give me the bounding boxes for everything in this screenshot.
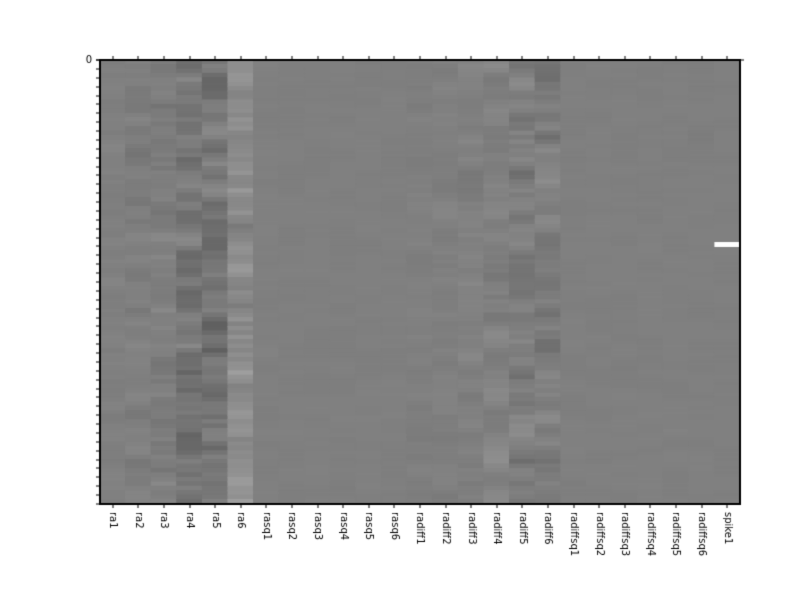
x-tick-label: spike1 (716, 512, 727, 544)
x-tick-label: radiff3 (460, 512, 471, 545)
x-tick-label: rasq2 (281, 512, 292, 540)
x-tick-label: radiffsq3 (614, 512, 625, 556)
figure: 0 ra1 ra2 ra3 ra4 ra5 ra6 rasq1 rasq2 rasq3 rasq4 r… (0, 0, 800, 600)
x-tick-label: ra2 (127, 512, 138, 529)
x-tick-label: radiff4 (486, 512, 497, 545)
x-tick-label: ra5 (204, 512, 215, 529)
x-tick-label: radiff6 (537, 512, 548, 545)
x-tick-label: radiffsq1 (563, 512, 574, 556)
x-tick-label: rasq5 (358, 512, 369, 540)
x-tick-label: rasq6 (383, 512, 394, 540)
x-tick-label: radiffsq2 (588, 512, 599, 556)
x-tick-label: ra3 (153, 512, 164, 529)
x-tick-label: radiff1 (409, 512, 420, 545)
x-tick-label: radiff5 (511, 512, 522, 545)
x-tick-label: rasq1 (255, 512, 266, 540)
heatmap-canvas (0, 0, 800, 600)
x-tick-label: ra6 (230, 512, 241, 529)
x-tick-label: radiff2 (435, 512, 446, 545)
y-tick-label: 0 (72, 55, 92, 66)
x-tick-label: ra1 (102, 512, 113, 529)
x-tick-label: ra4 (179, 512, 190, 529)
x-tick-label: radiffsq5 (665, 512, 676, 556)
x-tick-label: rasq4 (332, 512, 343, 540)
x-tick-label: radiffsq4 (639, 512, 650, 556)
x-tick-label: radiffsq6 (691, 512, 702, 556)
x-tick-label: rasq3 (307, 512, 318, 540)
